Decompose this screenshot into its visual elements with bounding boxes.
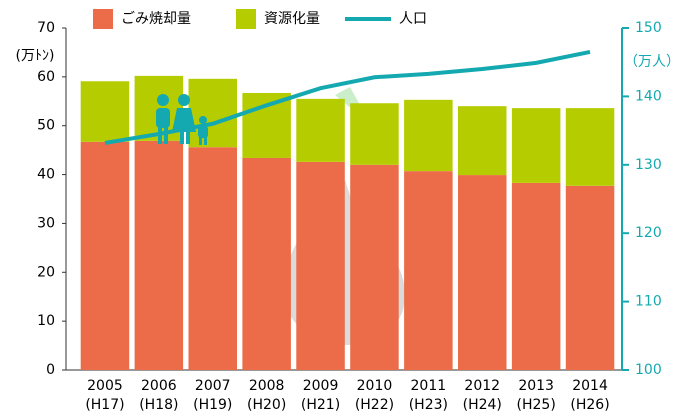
x-tick-label: 2008 bbox=[249, 378, 285, 394]
bar-segment bbox=[188, 147, 237, 370]
y-tick-label: 50 bbox=[37, 118, 55, 134]
bar-segment bbox=[296, 162, 345, 370]
bar-segment bbox=[512, 183, 561, 370]
x-tick-label: 2007 bbox=[195, 378, 231, 394]
x-tick-label: 2013 bbox=[518, 378, 554, 394]
y-tick-label: 60 bbox=[37, 69, 55, 85]
bar-segment bbox=[566, 186, 615, 370]
x-tick-label: 2006 bbox=[141, 378, 177, 394]
bar-segment bbox=[296, 99, 345, 162]
legend-label: ごみ焼却量 bbox=[121, 11, 191, 27]
y2-tick-label: 130 bbox=[635, 157, 662, 173]
x-tick-label: 2010 bbox=[357, 378, 393, 394]
y2-tick-label: 110 bbox=[635, 294, 662, 310]
x-tick-sublabel: (H19) bbox=[193, 397, 232, 413]
bar-segment bbox=[81, 142, 130, 370]
bar-segment bbox=[458, 175, 507, 370]
bar-segment bbox=[350, 103, 399, 165]
legend-label: 資源化量 bbox=[264, 11, 320, 27]
chart: (万ﾄﾝ) （万人） 0 10 20 30 40 50 60 70 100 110 120 130 14… bbox=[0, 0, 678, 415]
legend-label: 人口 bbox=[399, 11, 427, 27]
y-axis-label: (万ﾄﾝ) bbox=[16, 48, 55, 64]
y2-tick-label: 120 bbox=[635, 225, 662, 241]
y2-tick-label: 100 bbox=[635, 362, 662, 378]
bar-segment bbox=[512, 108, 561, 183]
legend-swatch bbox=[236, 9, 256, 29]
legend-swatch bbox=[93, 9, 113, 29]
bar-segment bbox=[242, 93, 291, 158]
x-tick-sublabel: (H20) bbox=[247, 397, 286, 413]
y-tick-label: 0 bbox=[46, 362, 55, 378]
x-tick-sublabel: (H17) bbox=[85, 397, 124, 413]
x-tick-sublabel: (H24) bbox=[463, 397, 502, 413]
bar-segment bbox=[458, 106, 507, 175]
y2-tick-label: 150 bbox=[635, 20, 662, 36]
x-tick-label: 2005 bbox=[87, 378, 123, 394]
x-tick-label: 2014 bbox=[572, 378, 608, 394]
bar-segment bbox=[404, 171, 453, 370]
y-tick-label: 30 bbox=[37, 215, 55, 231]
y-tick-label: 10 bbox=[37, 313, 55, 329]
x-tick-sublabel: (H23) bbox=[409, 397, 448, 413]
bar-segment bbox=[350, 165, 399, 370]
bar-segment bbox=[566, 108, 615, 186]
bar-segment bbox=[135, 141, 184, 370]
bar-segment bbox=[81, 81, 130, 142]
x-tick-label: 2011 bbox=[411, 378, 447, 394]
bar-segment bbox=[188, 79, 237, 147]
x-tick-label: 2009 bbox=[303, 378, 339, 394]
y-tick-label: 40 bbox=[37, 167, 55, 183]
y2-axis-label: （万人） bbox=[624, 54, 678, 70]
x-tick-sublabel: (H26) bbox=[570, 397, 609, 413]
bar-segment bbox=[404, 100, 453, 171]
x-tick-sublabel: (H18) bbox=[139, 397, 178, 413]
y-tick-label: 20 bbox=[37, 264, 55, 280]
x-tick-sublabel: (H21) bbox=[301, 397, 340, 413]
x-tick-sublabel: (H22) bbox=[355, 397, 394, 413]
bar-segment bbox=[242, 158, 291, 370]
y2-tick-label: 140 bbox=[635, 88, 662, 104]
x-tick-sublabel: (H25) bbox=[517, 397, 556, 413]
y-tick-label: 70 bbox=[37, 20, 55, 36]
x-tick-label: 2012 bbox=[464, 378, 500, 394]
